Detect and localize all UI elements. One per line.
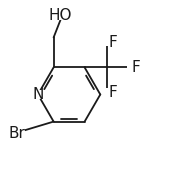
FancyBboxPatch shape: [104, 39, 113, 46]
Text: F: F: [131, 60, 140, 75]
FancyBboxPatch shape: [9, 129, 25, 138]
FancyBboxPatch shape: [127, 64, 136, 71]
FancyBboxPatch shape: [52, 11, 68, 20]
Text: N: N: [32, 87, 44, 102]
Text: HO: HO: [49, 8, 72, 23]
FancyBboxPatch shape: [33, 90, 43, 99]
FancyBboxPatch shape: [104, 88, 113, 96]
Text: F: F: [108, 35, 117, 50]
Text: Br: Br: [8, 126, 25, 141]
Text: F: F: [108, 84, 117, 99]
